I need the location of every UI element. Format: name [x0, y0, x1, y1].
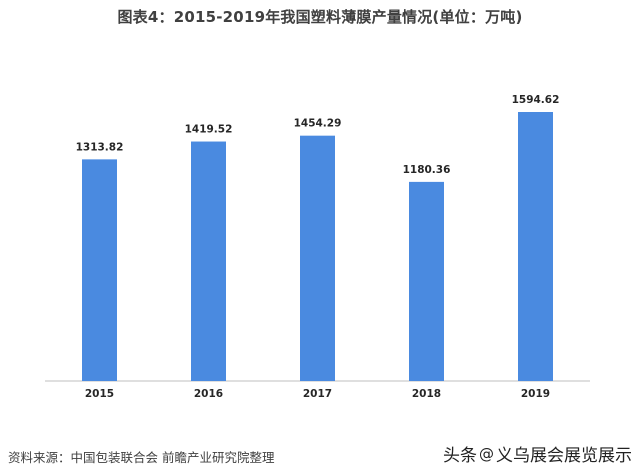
- chart-title: 图表4：2015-2019年我国塑料薄膜产量情况(单位：万吨): [117, 8, 523, 26]
- x-tick-label-2019: 2019: [521, 388, 550, 400]
- x-tick-label-2018: 2018: [412, 388, 441, 400]
- bar-2019: [518, 112, 553, 381]
- value-label-2018: 1180.36: [403, 164, 451, 176]
- bar-2017: [300, 135, 335, 381]
- at-icon: @: [479, 444, 494, 463]
- x-tick-label-2015: 2015: [85, 388, 114, 400]
- value-label-2016: 1419.52: [185, 124, 233, 136]
- bar-2018: [409, 181, 444, 381]
- value-label-2017: 1454.29: [294, 118, 342, 130]
- watermark-overlay: 头条 @ 义乌展会展览展示: [441, 441, 634, 466]
- bar-2015: [82, 159, 117, 381]
- bar-chart: 1313.82 1419.52 1454.29 1180.36 1594.62 2015…: [45, 94, 590, 400]
- x-tick-label-2016: 2016: [194, 388, 223, 400]
- bar-2016: [191, 141, 226, 381]
- x-tick-label-2017: 2017: [303, 388, 332, 400]
- value-label-2019: 1594.62: [512, 94, 560, 106]
- overlay-name: 义乌展会展览展示: [496, 446, 632, 466]
- value-label-2015: 1313.82: [76, 141, 124, 153]
- overlay-prefix: 头条: [443, 446, 477, 466]
- source-note: 资料来源：中国包装联合会 前瞻产业研究院整理: [8, 450, 275, 465]
